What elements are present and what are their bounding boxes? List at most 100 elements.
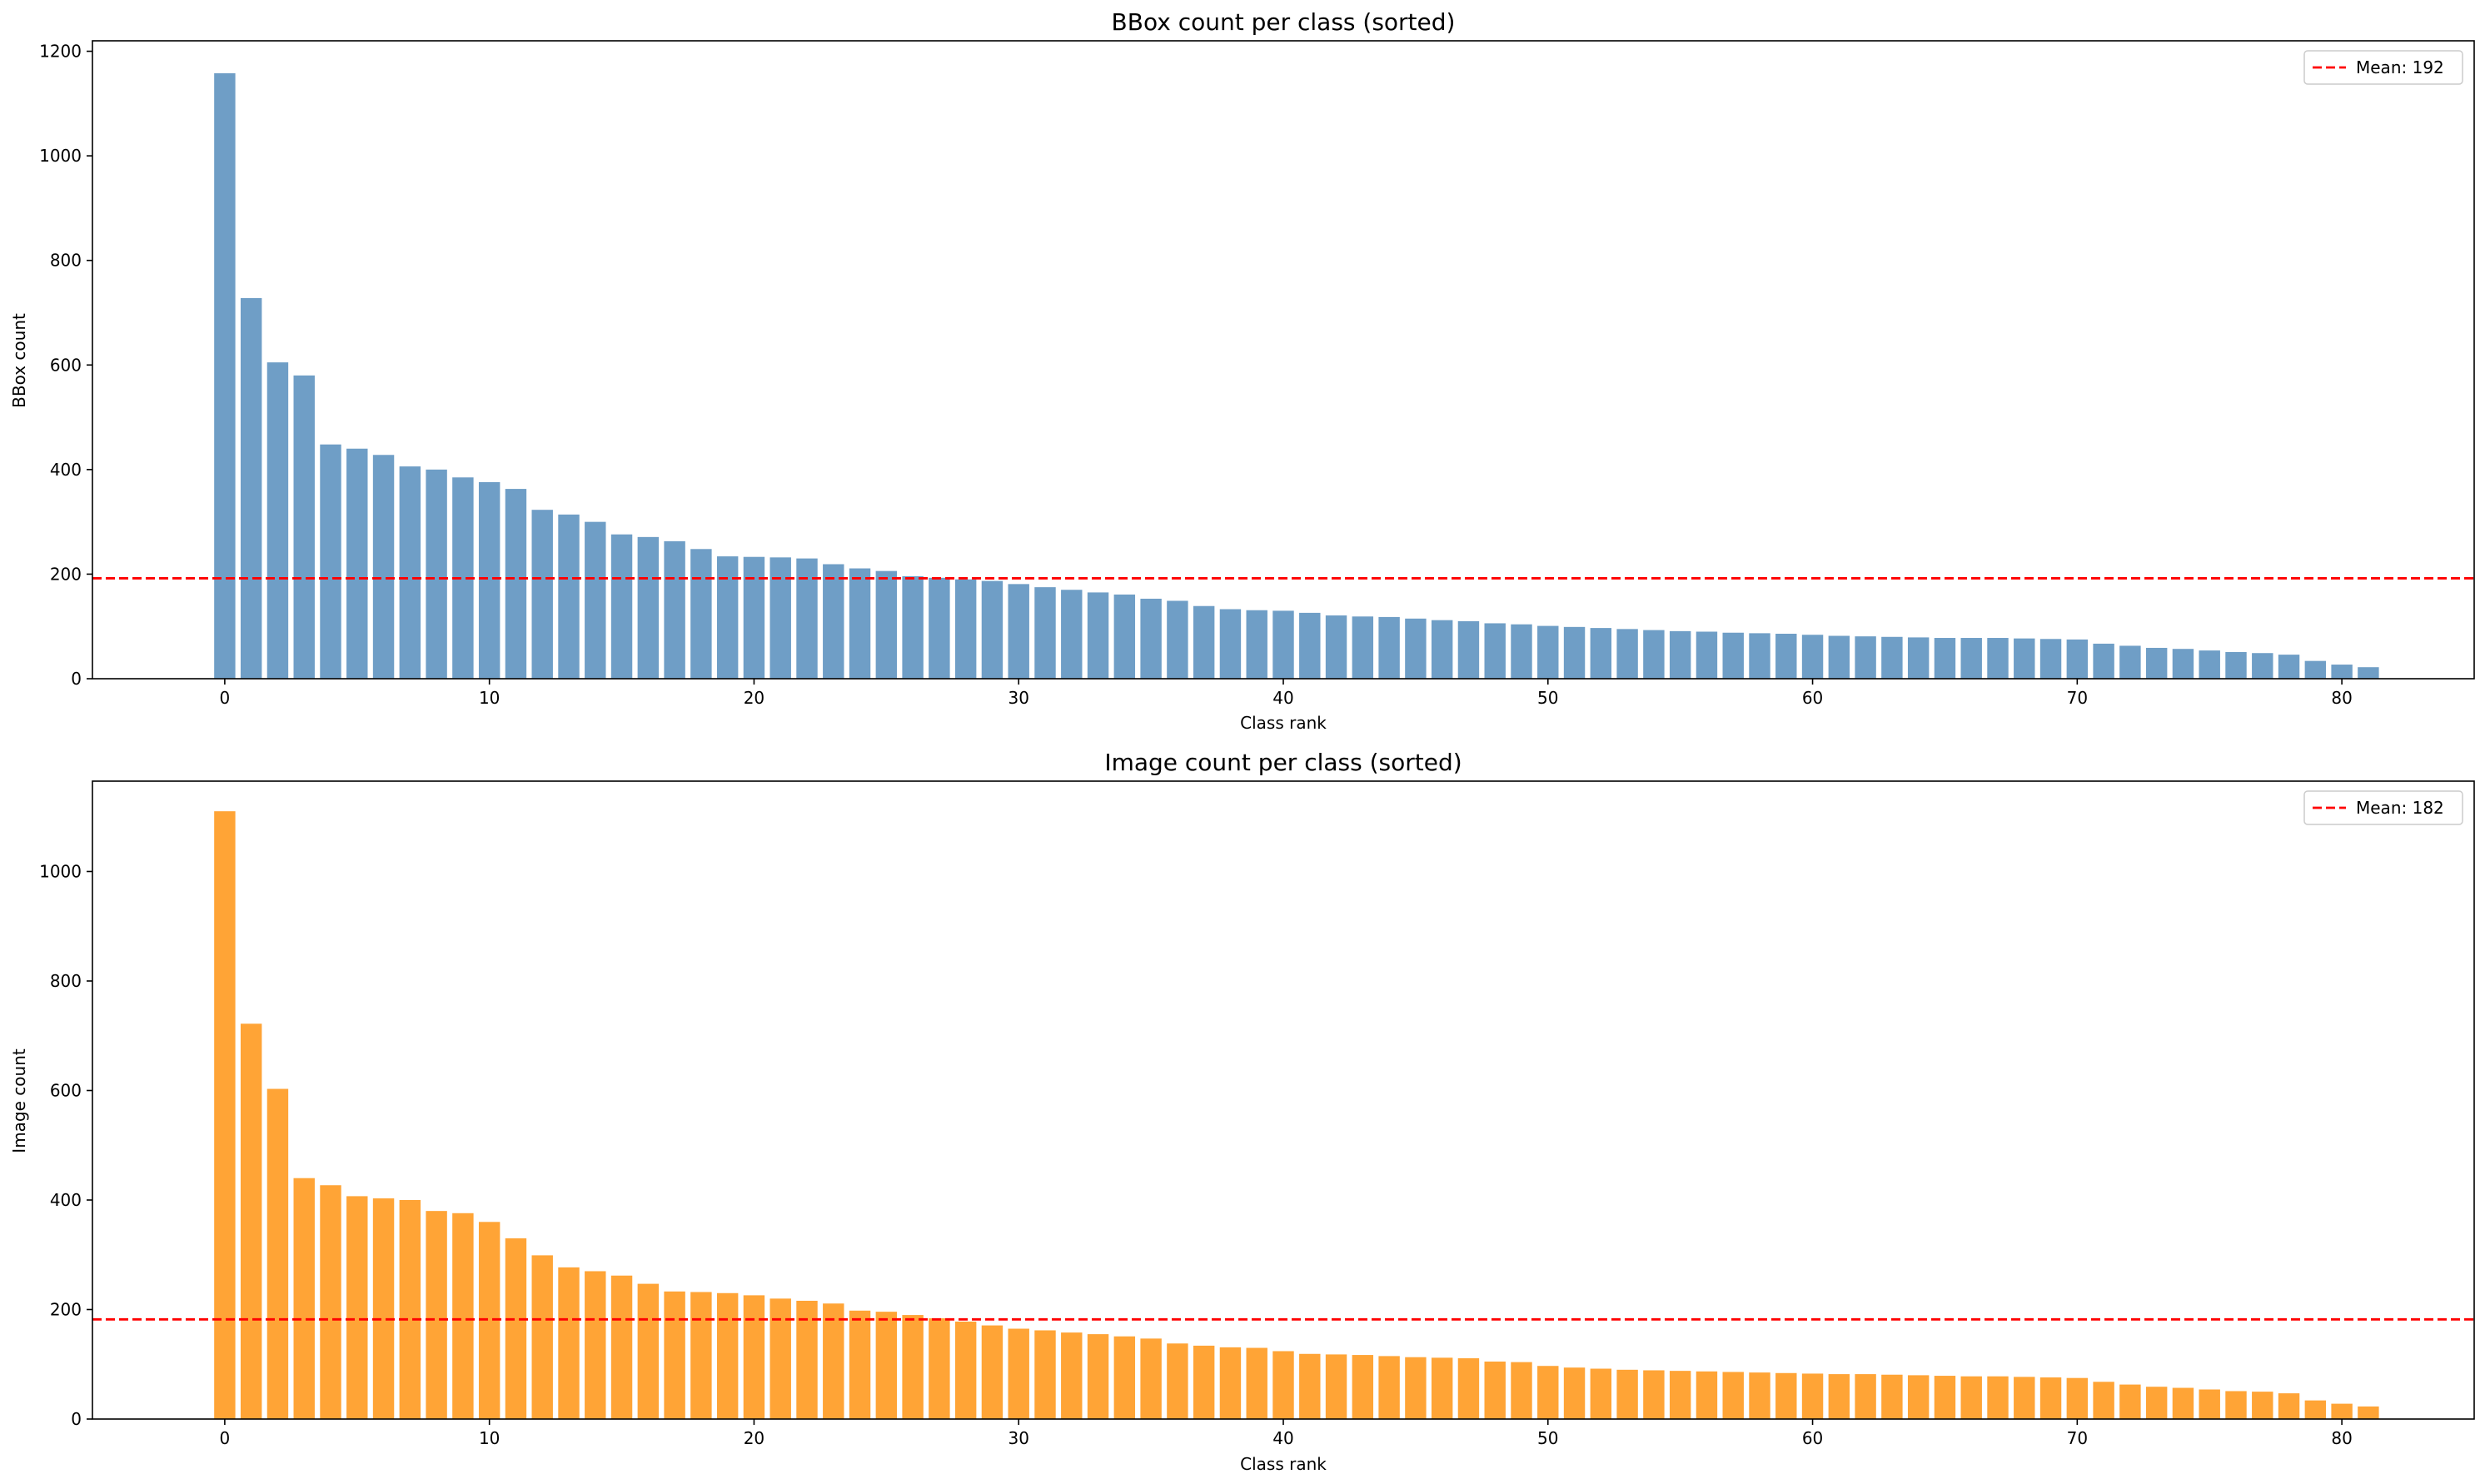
- bar: [2066, 639, 2089, 679]
- bar: [1537, 625, 1559, 679]
- y-tick-label: 400: [50, 460, 82, 480]
- image-count-chart: Image count per class (sorted) Class ran…: [9, 749, 2475, 1474]
- bar: [1775, 634, 1797, 679]
- bar: [1352, 616, 1374, 679]
- bar: [2039, 639, 2062, 679]
- bar: [1457, 620, 1480, 679]
- bar: [637, 536, 660, 679]
- bar: [716, 556, 739, 679]
- bar: [293, 375, 315, 679]
- bar: [1563, 626, 1586, 679]
- x-tick-label: 70: [2067, 1428, 2088, 1448]
- bar: [2172, 649, 2194, 679]
- bar: [2278, 1393, 2300, 1419]
- x-tick-label: 30: [1008, 1428, 1028, 1448]
- bar: [875, 1312, 898, 1419]
- y-tick-label: 600: [50, 1080, 82, 1100]
- bar: [1643, 630, 1665, 679]
- x-tick-label: 60: [1802, 1428, 1823, 1448]
- bar: [2304, 1400, 2327, 1419]
- bar: [426, 1211, 447, 1419]
- bar: [2119, 645, 2141, 679]
- bar: [1563, 1367, 1586, 1419]
- bar: [558, 514, 580, 679]
- x-axis-label: Class rank: [1240, 713, 1327, 733]
- bar: [1881, 636, 1903, 679]
- bar: [2225, 651, 2247, 679]
- bar: [2066, 1377, 2089, 1419]
- bar: [1034, 1330, 1056, 1419]
- bar: [690, 549, 712, 679]
- bar: [823, 1303, 844, 1419]
- x-tick-label: 60: [1802, 688, 1823, 708]
- bar: [1828, 1374, 1850, 1419]
- bar: [716, 1292, 739, 1419]
- bar: [214, 811, 236, 1419]
- bar: [2145, 647, 2168, 679]
- bar: [2331, 665, 2353, 679]
- bar: [1643, 1370, 1665, 1419]
- bar: [664, 1291, 685, 1419]
- x-tick-label: 80: [2331, 688, 2352, 708]
- bar: [1378, 1356, 1400, 1419]
- x-ticks: 0 10 20 30 40 50 60 70 80: [220, 1419, 2353, 1448]
- bar: [1775, 1372, 1797, 1419]
- bar: [1352, 1355, 1374, 1419]
- bar: [1219, 609, 1242, 679]
- bar: [426, 469, 447, 679]
- bar: [2252, 1392, 2273, 1419]
- bar: [214, 72, 236, 680]
- bar: [372, 455, 395, 679]
- bar: [1061, 590, 1083, 679]
- bar: [2199, 1389, 2220, 1419]
- bar: [1431, 620, 1453, 679]
- legend: Mean: 192: [2303, 50, 2463, 85]
- bar: [849, 1310, 871, 1419]
- x-tick-label: 10: [479, 1428, 500, 1448]
- bar: [796, 558, 818, 679]
- bar: [664, 540, 685, 679]
- bar: [1987, 638, 2009, 679]
- bar: [1907, 637, 1930, 679]
- bar: [1457, 1358, 1480, 1419]
- bar: [1511, 1362, 1532, 1419]
- bar: [1325, 1354, 1347, 1419]
- bar: [2093, 643, 2114, 679]
- bar: [1907, 1375, 1930, 1419]
- bar: [929, 1318, 950, 1419]
- bar: [2145, 1387, 2168, 1419]
- bar: [1669, 630, 1691, 679]
- bars: [214, 811, 2379, 1419]
- bar: [2039, 1377, 2062, 1419]
- bar: [1113, 594, 1136, 679]
- bar: [849, 568, 871, 679]
- y-tick-label: 0: [71, 669, 82, 689]
- bar: [320, 1185, 341, 1419]
- bar: [1008, 1328, 1029, 1419]
- bar: [769, 557, 791, 679]
- x-tick-label: 20: [744, 688, 764, 708]
- bar: [531, 1255, 553, 1419]
- bar: [902, 1315, 924, 1419]
- legend-mean-label: Mean: 182: [2356, 798, 2444, 818]
- bar: [2172, 1387, 2194, 1419]
- bar: [1272, 1351, 1294, 1419]
- y-axis-label: Image count: [9, 1048, 29, 1153]
- bar: [1405, 618, 1427, 679]
- bar: [266, 362, 289, 679]
- bar: [1855, 1374, 1876, 1419]
- bar: [2358, 667, 2379, 679]
- bar: [1167, 1343, 1188, 1419]
- y-tick-label: 1000: [39, 146, 82, 166]
- x-tick-label: 20: [744, 1428, 764, 1448]
- bar: [1749, 633, 1770, 679]
- chart-title: Image count per class (sorted): [1104, 749, 1462, 776]
- bar: [1590, 1368, 1612, 1419]
- bars: [214, 72, 2379, 680]
- bar: [1087, 592, 1109, 679]
- bar: [1140, 1338, 1162, 1419]
- bar: [1696, 631, 1718, 679]
- x-axis-label: Class rank: [1240, 1454, 1327, 1474]
- bar: [1034, 587, 1056, 679]
